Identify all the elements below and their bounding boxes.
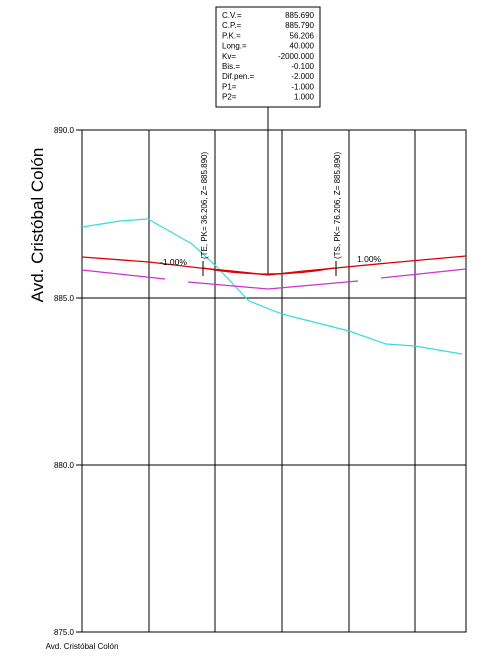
grade-line xyxy=(81,255,467,276)
te-annotation: (TE, PK= 36.206, Z= 885.890) xyxy=(200,151,209,259)
y-tick-label-885: 885.0 xyxy=(54,294,75,303)
slope-label-left: -1.00% xyxy=(160,257,187,267)
profile-footer-label: Avd. Cristóbal Colón xyxy=(46,642,119,651)
info-row-value: 885.790 xyxy=(285,21,314,30)
info-row-label: Kv= xyxy=(222,52,236,61)
info-row-label: Bis.= xyxy=(222,62,240,71)
info-row-value: 885.690 xyxy=(285,11,314,20)
y-tick-label-880: 880.0 xyxy=(54,461,75,470)
parallel-offset-line xyxy=(81,268,467,290)
terrain-line xyxy=(81,218,463,355)
info-row-value: -2000.000 xyxy=(278,52,315,61)
ts-annotation: (TS, PK= 76.206, Z= 885.890) xyxy=(333,151,342,259)
info-row-value: -2.000 xyxy=(291,72,314,81)
info-row-label: C.V.= xyxy=(222,11,242,20)
info-row-value: -0.100 xyxy=(291,62,314,71)
info-row-value: 1.000 xyxy=(294,93,315,102)
slope-label-right: 1.00% xyxy=(357,254,382,264)
info-row-label: Long.= xyxy=(222,42,247,51)
info-row-value: 40.000 xyxy=(290,42,315,51)
info-row-label: C.P.= xyxy=(222,21,242,30)
info-row-value: -1.000 xyxy=(291,82,314,91)
plot-grid xyxy=(81,129,467,633)
info-row-label: P1= xyxy=(222,82,237,91)
info-row-label: Dif.pen.= xyxy=(222,72,255,81)
y-tick-label-875: 875.0 xyxy=(54,628,75,637)
plot-frame xyxy=(81,129,467,633)
vertical-curve-info-box: C.V.= 885.690 C.P.= 885.790 P.K.= 56.206 Long.… xyxy=(215,6,321,108)
info-row-label: P2= xyxy=(222,93,237,102)
info-row-value: 56.206 xyxy=(290,31,315,40)
info-row-label: P.K.= xyxy=(222,31,241,40)
profile-title: Avd. Cristóbal Colón xyxy=(28,148,47,303)
y-tick-label-890: 890.0 xyxy=(54,126,75,135)
y-ticks xyxy=(76,129,82,633)
